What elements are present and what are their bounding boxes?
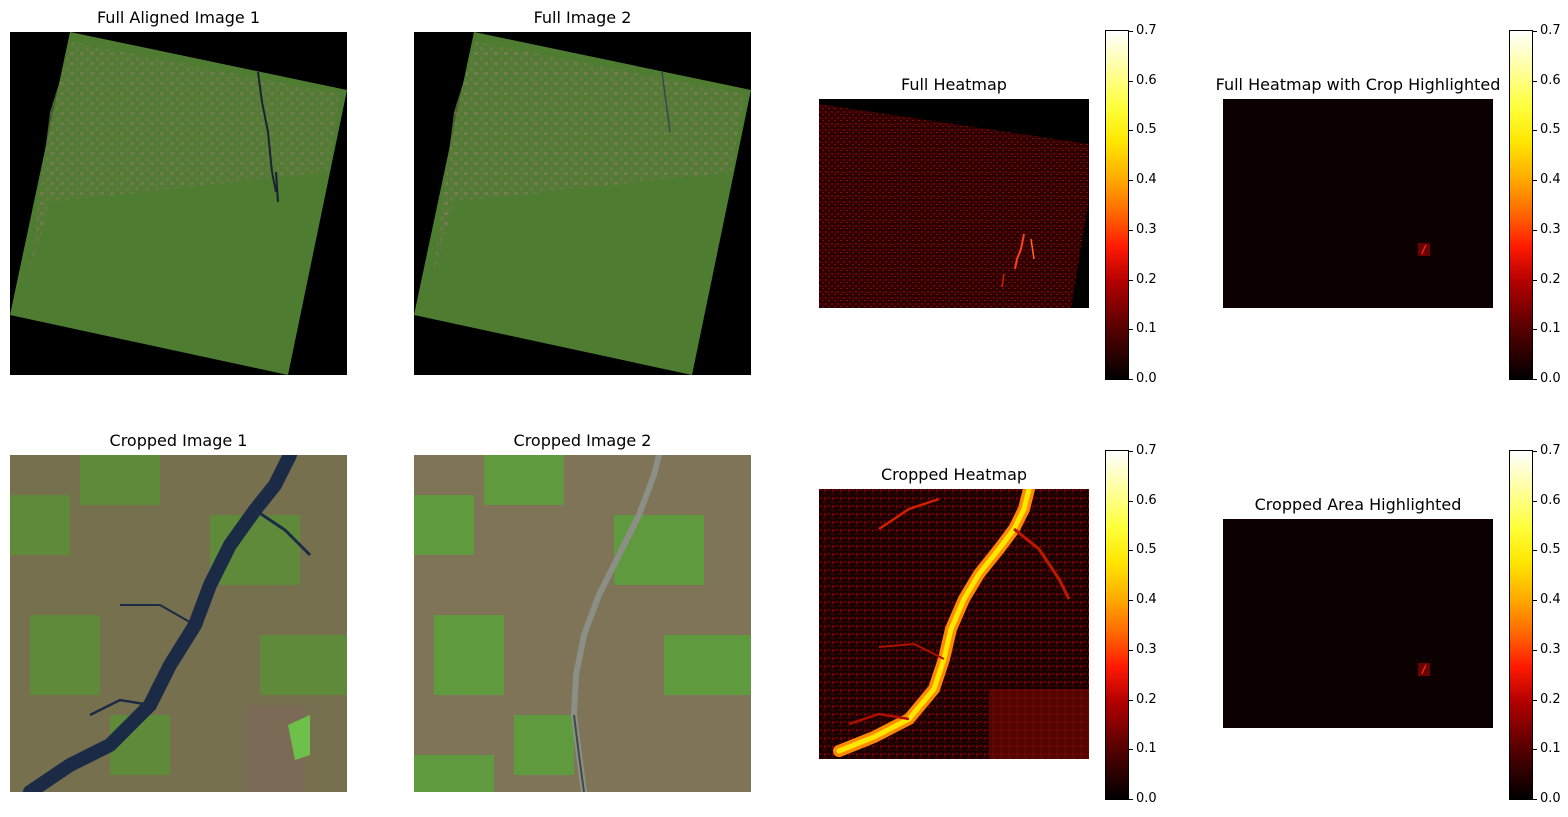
colorbar-tick bbox=[1129, 279, 1133, 281]
colorbar-tick bbox=[1533, 600, 1537, 602]
colorbar-full-heatmap bbox=[1105, 30, 1129, 380]
colorbar-tick-label: 0.5 bbox=[1136, 542, 1157, 558]
colorbar-tick-label: 0.6 bbox=[1540, 492, 1561, 508]
colorbar-tick-label: 0.0 bbox=[1540, 791, 1561, 806]
colorbar-tick bbox=[1129, 550, 1133, 552]
colorbar-tick bbox=[1129, 749, 1133, 751]
colorbar-tick bbox=[1129, 600, 1133, 602]
colorbar-tick bbox=[1129, 31, 1133, 32]
colorbar-tick-label: 0.4 bbox=[1540, 172, 1561, 188]
colorbar-tick bbox=[1129, 451, 1133, 452]
colorbar-tick-label: 0.6 bbox=[1136, 492, 1157, 508]
colorbar-tick-label: 0.2 bbox=[1136, 271, 1157, 287]
title-cropped-heatmap: Cropped Heatmap bbox=[880, 465, 1028, 484]
colorbar-tick-label: 0.3 bbox=[1136, 641, 1157, 657]
colorbar-tick bbox=[1533, 130, 1537, 132]
title-cropped-image-2: Cropped Image 2 bbox=[513, 431, 652, 450]
colorbar-tick-label: 0.1 bbox=[1136, 741, 1157, 757]
colorbar-tick-label: 0.7 bbox=[1540, 443, 1561, 458]
colorbar-tick-label: 0.5 bbox=[1540, 542, 1561, 558]
title-cropped-area-highlighted: Cropped Area Highlighted bbox=[1254, 495, 1462, 514]
title-full-aligned-image-1: Full Aligned Image 1 bbox=[96, 8, 261, 27]
colorbar-tick-label: 0.0 bbox=[1136, 791, 1157, 806]
colorbar-tick bbox=[1129, 500, 1133, 502]
colorbar-tick-label: 0.5 bbox=[1540, 122, 1561, 138]
full-heatmap bbox=[819, 99, 1089, 308]
title-full-heatmap-crop-highlighted: Full Heatmap with Crop Highlighted bbox=[1215, 75, 1501, 94]
colorbar-tick bbox=[1533, 451, 1537, 452]
cropped-heatmap bbox=[819, 489, 1089, 759]
colorbar-tick-label: 0.0 bbox=[1136, 371, 1157, 386]
cropped-area-highlighted bbox=[1223, 519, 1493, 728]
full-heatmap-crop-highlighted bbox=[1223, 99, 1493, 308]
colorbar-tick bbox=[1533, 649, 1537, 651]
colorbar-tick bbox=[1533, 550, 1537, 552]
colorbar-tick-label: 0.0 bbox=[1540, 371, 1561, 386]
colorbar-tick-label: 0.3 bbox=[1136, 221, 1157, 237]
colorbar-tick bbox=[1129, 799, 1133, 800]
colorbar-tick bbox=[1533, 799, 1537, 800]
colorbar-tick bbox=[1533, 329, 1537, 331]
colorbar-tick bbox=[1129, 699, 1133, 701]
colorbar-tick-label: 0.7 bbox=[1540, 23, 1561, 38]
colorbar-tick-label: 0.6 bbox=[1540, 72, 1561, 88]
colorbar-tick bbox=[1129, 130, 1133, 132]
title-cropped-image-1: Cropped Image 1 bbox=[109, 431, 248, 450]
colorbar-tick-label: 0.6 bbox=[1136, 72, 1157, 88]
colorbar-tick-label: 0.3 bbox=[1540, 641, 1561, 657]
colorbar-tick bbox=[1533, 31, 1537, 32]
colorbar-tick-label: 0.4 bbox=[1136, 592, 1157, 608]
cropped-image-2 bbox=[414, 455, 751, 792]
colorbar-full-heatmap-crop bbox=[1509, 30, 1533, 380]
colorbar-cropped-area bbox=[1509, 450, 1533, 800]
colorbar-tick bbox=[1533, 749, 1537, 751]
full-image-2 bbox=[414, 32, 751, 375]
colorbar-tick bbox=[1129, 229, 1133, 231]
colorbar-tick bbox=[1129, 180, 1133, 182]
colorbar-tick-label: 0.2 bbox=[1540, 271, 1561, 287]
full-aligned-image-1 bbox=[10, 32, 347, 375]
colorbar-tick bbox=[1129, 649, 1133, 651]
title-full-heatmap: Full Heatmap bbox=[901, 75, 1007, 94]
colorbar-tick-label: 0.3 bbox=[1540, 221, 1561, 237]
colorbar-tick-label: 0.7 bbox=[1136, 443, 1157, 458]
colorbar-cropped-heatmap bbox=[1105, 450, 1129, 800]
colorbar-tick bbox=[1129, 329, 1133, 331]
colorbar-tick-label: 0.7 bbox=[1136, 23, 1157, 38]
colorbar-tick-label: 0.1 bbox=[1540, 321, 1561, 337]
colorbar-tick-label: 0.4 bbox=[1136, 172, 1157, 188]
colorbar-tick bbox=[1533, 500, 1537, 502]
cropped-image-1 bbox=[10, 455, 347, 792]
colorbar-tick bbox=[1129, 80, 1133, 82]
colorbar-tick bbox=[1533, 379, 1537, 380]
colorbar-tick bbox=[1533, 229, 1537, 231]
colorbar-tick bbox=[1533, 180, 1537, 182]
title-full-image-2: Full Image 2 bbox=[533, 8, 632, 27]
colorbar-tick bbox=[1533, 80, 1537, 82]
colorbar-tick-label: 0.1 bbox=[1540, 741, 1561, 757]
colorbar-tick-label: 0.4 bbox=[1540, 592, 1561, 608]
colorbar-tick bbox=[1533, 279, 1537, 281]
colorbar-tick-label: 0.1 bbox=[1136, 321, 1157, 337]
colorbar-tick-label: 0.2 bbox=[1540, 691, 1561, 707]
colorbar-tick bbox=[1129, 379, 1133, 380]
colorbar-tick-label: 0.5 bbox=[1136, 122, 1157, 138]
colorbar-tick-label: 0.2 bbox=[1136, 691, 1157, 707]
colorbar-tick bbox=[1533, 699, 1537, 701]
